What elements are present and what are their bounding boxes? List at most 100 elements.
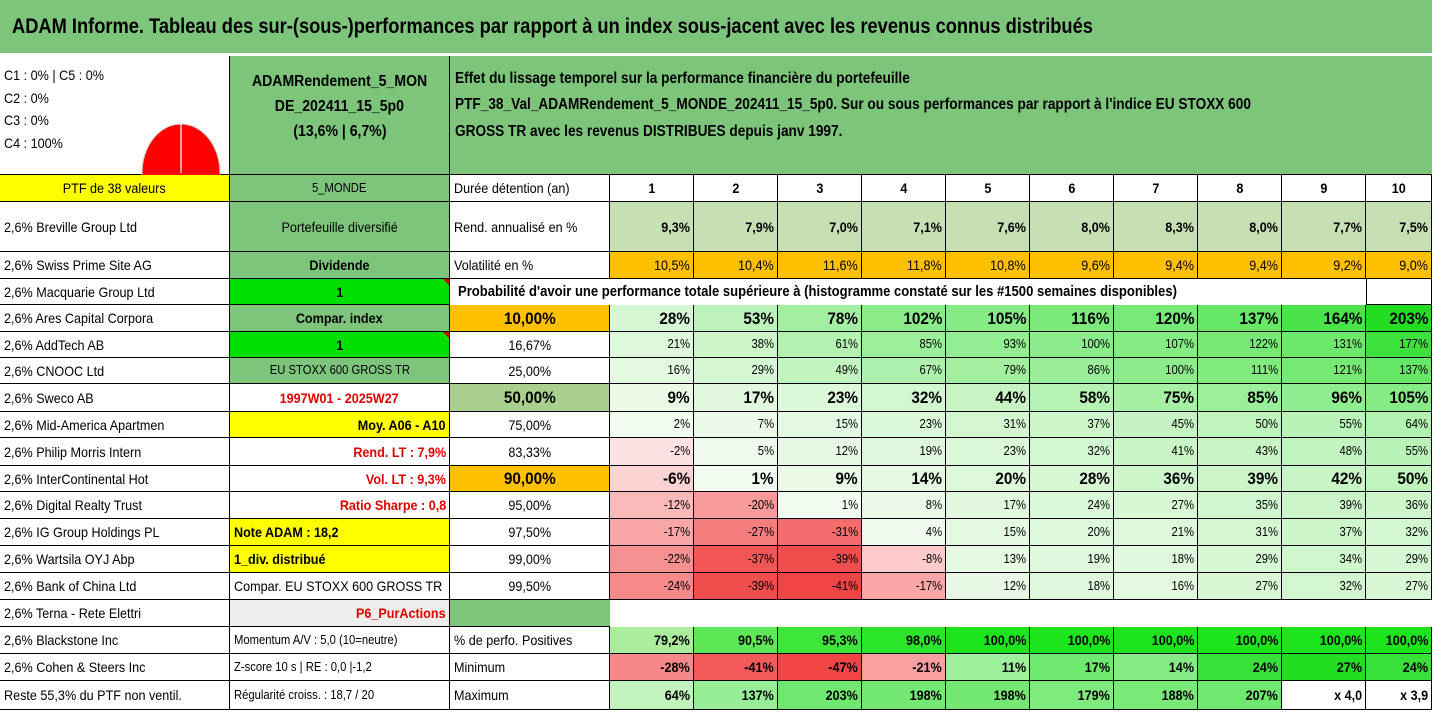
probability-value-text: 8%	[925, 497, 942, 512]
holding-row: 2,6% Philip Morris Intern	[0, 438, 230, 466]
vol-value-text: 9,4%	[1165, 257, 1194, 273]
probability-value: 24%	[1030, 492, 1114, 519]
stats-value-text: -21%	[912, 659, 942, 675]
side-info-cell-text: Moy. A06 - A10	[358, 416, 446, 433]
probability-value: 12%	[778, 438, 862, 466]
holding-row: 2,6% Digital Realty Trust	[0, 492, 230, 519]
stats-value-text: 27%	[1336, 659, 1362, 675]
probability-level: 97,50%	[450, 519, 610, 546]
vol-value: 11,6%	[778, 252, 862, 279]
probability-value-text: 2%	[673, 417, 690, 432]
side-info-cell-text: Momentum A/V : 5,0 (10=neutre)	[234, 632, 398, 647]
probability-value-text: 177%	[1399, 337, 1428, 352]
holding-row-text: 2,6% Swiss Prime Site AG	[4, 257, 152, 273]
probability-value-text: 85%	[919, 337, 942, 352]
probability-value: 31%	[1198, 519, 1282, 546]
stats-value: 198%	[946, 681, 1030, 710]
holding-row-text: 2,6% Cohen & Steers Inc	[4, 659, 146, 675]
probability-level: 99,50%	[450, 573, 610, 600]
probability-value: 4%	[862, 519, 946, 546]
year-header: 7	[1114, 175, 1198, 202]
probability-value-text: 15%	[835, 417, 858, 432]
probability-value-text: 100%	[1165, 363, 1194, 378]
probability-value: 105%	[946, 305, 1030, 332]
stats-value-text: 188%	[1161, 687, 1194, 703]
side-info-cell-text: Compar. EU STOXX 600 GROSS TR	[234, 578, 443, 594]
probability-value-text: 75%	[1163, 388, 1194, 407]
probability-value-text: 21%	[667, 337, 690, 352]
probability-value: 35%	[1198, 492, 1282, 519]
side-info-cell-text: 1997W01 - 2025W27	[279, 389, 400, 406]
rend-value-text: 7,9%	[745, 218, 774, 235]
probability-value-text: 19%	[1087, 551, 1110, 566]
stats-value: 100,0%	[1030, 627, 1114, 654]
probability-value-text: 20%	[995, 469, 1026, 488]
year-header: 4	[862, 175, 946, 202]
probability-value-text: 100%	[1081, 337, 1110, 352]
stats-label: Maximum	[450, 681, 610, 710]
probability-value-text: 13%	[1003, 551, 1026, 566]
probability-value: 105%	[1366, 384, 1432, 412]
year-header-text: 7	[1151, 180, 1160, 196]
spacer-row	[450, 600, 1432, 627]
stats-value-text: 24%	[1402, 659, 1428, 675]
probability-level: 16,67%	[450, 332, 610, 358]
year-header-text: 8	[1235, 180, 1244, 196]
probability-value-text: 38%	[751, 337, 774, 352]
probability-value-text: 122%	[1249, 337, 1278, 352]
probability-value-text: 1%	[841, 497, 858, 512]
year-header-text: 1	[647, 180, 656, 196]
probability-value: 12%	[946, 573, 1030, 600]
probability-value: 42%	[1282, 466, 1366, 492]
probability-value: 32%	[1366, 519, 1432, 546]
probability-value-text: 32%	[1405, 524, 1428, 539]
probability-value-text: 27%	[1171, 497, 1194, 512]
probability-value: 78%	[778, 305, 862, 332]
probability-value: 55%	[1366, 438, 1432, 466]
probability-value: 21%	[1114, 519, 1198, 546]
rend-value-text: 7,6%	[997, 218, 1026, 235]
probability-value-text: 67%	[919, 363, 942, 378]
probability-value: 43%	[1198, 438, 1282, 466]
side-info-cell: Dividende	[230, 252, 450, 279]
probability-value-text: 31%	[1255, 524, 1278, 539]
year-header: 6	[1030, 175, 1114, 202]
stats-value-text: -41%	[744, 659, 774, 675]
rend-value: 9,3%	[610, 202, 694, 252]
probability-value: 75%	[1114, 384, 1198, 412]
probability-value: 100%	[1030, 332, 1114, 358]
probability-value: 19%	[862, 438, 946, 466]
stats-value-text: 198%	[993, 687, 1026, 703]
probability-value: 120%	[1114, 305, 1198, 332]
probability-value: 93%	[946, 332, 1030, 358]
probability-value-text: 32%	[1339, 578, 1362, 593]
holding-row-text: 2,6% Sweco AB	[4, 389, 94, 406]
stats-value-text: 137%	[741, 687, 774, 703]
probability-value-text: 19%	[919, 444, 942, 459]
year-header: 10	[1366, 175, 1432, 202]
probability-value: 29%	[694, 358, 778, 384]
composition-labels: C1 : 0% | C5 : 0% C2 : 0% C3 : 0% C4 : 1…	[4, 64, 115, 155]
horizon-label: Durée détention (an)	[450, 175, 610, 202]
side-info-cell: 1997W01 - 2025W27	[230, 384, 450, 412]
zone-header-text: 5_MONDE	[312, 180, 367, 195]
rend-value-text: 8,0%	[1081, 218, 1110, 235]
holding-row: 2,6% Wartsila OYJ Abp	[0, 546, 230, 573]
stats-value: 188%	[1114, 681, 1198, 710]
stats-value: 100,0%	[1114, 627, 1198, 654]
probability-value-text: 102%	[902, 308, 942, 328]
description-line: GROSS TR avec les revenus DISTRIBUES dep…	[455, 122, 843, 140]
probability-value-text: 61%	[835, 337, 858, 352]
stats-value-text: 100,0%	[1319, 632, 1362, 648]
probability-value-text: 79%	[1003, 363, 1026, 378]
probability-value-text: 53%	[743, 308, 774, 328]
probability-value: 203%	[1366, 305, 1432, 332]
probability-value: 107%	[1114, 332, 1198, 358]
stats-label-text: Minimum	[454, 659, 506, 675]
probability-value-text: -6%	[662, 469, 690, 488]
probability-value-text: -24%	[663, 578, 690, 593]
stats-value: 24%	[1198, 654, 1282, 681]
probability-value: 2%	[610, 412, 694, 438]
probability-value: 1%	[694, 466, 778, 492]
probability-value-text: 29%	[1255, 551, 1278, 566]
